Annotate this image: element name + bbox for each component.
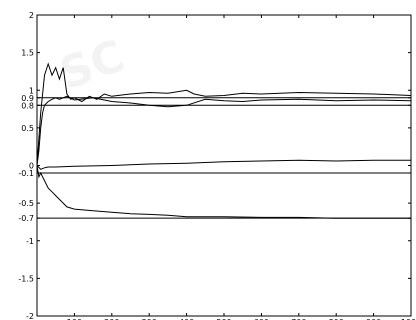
x-tick-label-9: 1000 (401, 318, 416, 320)
x-tick-label-8: 900 (366, 318, 381, 320)
y-tick-label-0: 2 (29, 11, 34, 20)
x-tick-label-7: 800 (329, 318, 344, 320)
x-tick-label-0: 100 (67, 318, 82, 320)
series-line-0 (36, 62, 412, 166)
y-tick-label-8: -0.5 (18, 199, 34, 208)
x-tick-label-4: 500 (216, 318, 231, 320)
y-tick-label-3: 0.9 (21, 94, 34, 103)
y-axis: 2 1.5 10.90.8 0.5 0-0.1 -0.5 -0.7 -1 -1.5 -2 (18, 11, 411, 320)
x-tick-label-5: 600 (254, 318, 269, 320)
reference-lines (37, 97, 411, 219)
x-tick-label-2: 300 (142, 318, 157, 320)
x-tick-label-1: 200 (104, 318, 119, 320)
y-tick-label-11: -1.5 (18, 274, 34, 283)
series-line-3 (36, 165, 411, 219)
x-tick-label-6: 700 (291, 318, 306, 320)
x-tick-label-3: 400 (179, 318, 194, 320)
y-tick-label-1: 1.5 (21, 49, 34, 58)
y-tick-label-5: 0.5 (21, 124, 34, 133)
x-axis: 100 200 300 400 500 600 700 800 900 1000 (67, 15, 416, 320)
y-tick-label-10: -1 (26, 237, 34, 246)
series-line-1 (36, 95, 412, 166)
y-tick-label-4: 0.8 (21, 101, 34, 110)
series-line-2 (36, 159, 411, 170)
y-tick-label-6: 0 (29, 162, 34, 171)
y-tick-label-7: -0.1 (18, 169, 34, 178)
watermark: SC (53, 30, 131, 100)
y-tick-label-2: 1 (29, 86, 34, 95)
y-tick-label-9: -0.7 (18, 214, 34, 223)
y-tick-label-12: -2 (26, 312, 34, 320)
series-group (36, 62, 412, 219)
